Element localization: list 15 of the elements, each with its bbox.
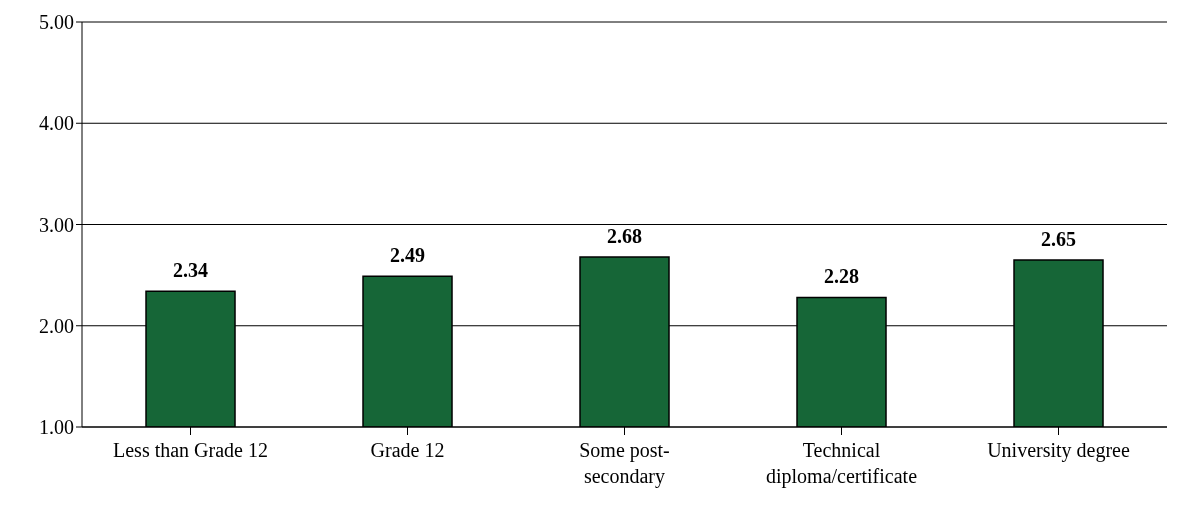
x-tick-label: Some post-secondary	[579, 439, 670, 488]
data-label: 2.34	[173, 259, 209, 282]
y-tick-label: 3.00	[39, 213, 74, 236]
x-tick-label: University degree	[987, 439, 1130, 462]
x-tick-label: Grade 12	[370, 439, 445, 461]
y-tick-label: 1.00	[39, 416, 74, 439]
x-tick-label: Less than Grade 12	[113, 439, 268, 461]
data-label: 2.28	[824, 265, 860, 288]
y-tick-label: 2.00	[39, 314, 74, 337]
y-tick-label: 5.00	[39, 11, 74, 34]
data-label: 2.68	[607, 224, 643, 247]
data-label: 2.65	[1041, 227, 1077, 250]
y-tick-label: 4.00	[39, 112, 74, 135]
x-tick-label: Technical diploma/certificate	[765, 439, 918, 488]
data-label: 2.49	[390, 244, 426, 267]
